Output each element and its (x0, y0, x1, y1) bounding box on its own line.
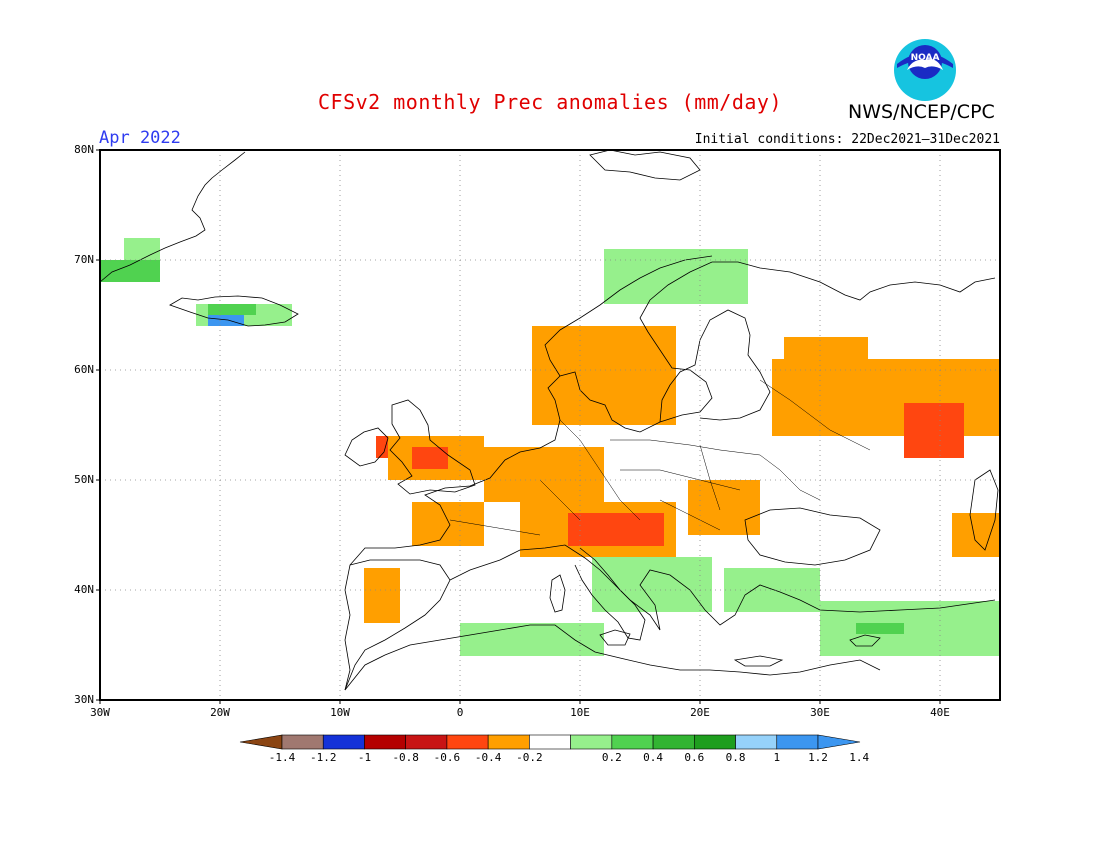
colorbar-box (281, 734, 324, 750)
colorbar-label: 1.4 (849, 751, 870, 764)
colorbar-label: 1 (773, 751, 781, 764)
anomaly-cells (100, 238, 1000, 656)
norway-coast (544, 255, 713, 377)
colorbar-box (652, 734, 695, 750)
colorbar-left-arrow (239, 734, 283, 750)
britain-coast (389, 399, 476, 495)
anomaly-cell-neg-0.4 (904, 403, 964, 458)
anomaly-cell-neg-0.2 (484, 447, 604, 502)
graticule (100, 150, 1000, 700)
sicily-coast (599, 629, 631, 646)
axis-ticks (96, 149, 941, 704)
colorbar-box (487, 734, 530, 750)
initial-conditions-label: Initial conditions: 22Dec2021–31Dec2021 (694, 132, 1000, 147)
crete-coast (733, 655, 784, 667)
org-label: NWS/NCEP/CPC (848, 101, 995, 123)
colorbar-label: -1.4 (268, 751, 296, 764)
colorbar-label: -0.8 (392, 751, 419, 764)
anomaly-cell-neg-0.2 (952, 513, 1000, 557)
med-north-coast (449, 544, 996, 631)
lat-label: 60N (74, 363, 94, 376)
lat-label: 50N (74, 473, 94, 486)
anomaly-cell-neg-0.4 (412, 447, 448, 469)
caspian-coast (969, 469, 999, 551)
colorbar-label: -1 (357, 751, 372, 764)
ireland-coast (344, 427, 389, 467)
lat-label: 40N (74, 583, 94, 596)
colorbar-box (776, 734, 819, 750)
colorbar-label: -1.2 (309, 751, 337, 764)
colorbar-box (735, 734, 778, 750)
anomaly-cell-pos-0.2 (592, 557, 712, 612)
colorbar-label: 0.8 (725, 751, 746, 764)
colorbar-label: 0.2 (601, 751, 622, 764)
colorbar-box (322, 734, 365, 750)
europe-mainland-coast (344, 261, 996, 691)
lon-label: 30E (810, 706, 830, 719)
colorbar-label: 0.4 (643, 751, 663, 764)
anomaly-cell-neg-0.2 (412, 502, 484, 546)
colorbar-box (364, 734, 406, 750)
map-frame (99, 149, 1001, 701)
lat-label: 30N (74, 693, 94, 706)
lon-label: 10E (570, 706, 590, 719)
colorbar-box (446, 734, 489, 750)
anomaly-cell-pos-0.4 (208, 304, 256, 315)
colorbar-label: -0.2 (516, 751, 543, 764)
black-sea-coast (744, 507, 881, 566)
colorbar-right-arrow (817, 734, 861, 750)
iberia-coast (344, 559, 451, 691)
anomaly-cell-pos-1.2 (208, 315, 244, 326)
noaa-logo-text: NOAA (911, 53, 940, 63)
lat-label: 70N (74, 253, 94, 266)
anomaly-cell-neg-0.2 (364, 568, 400, 623)
valid-month-label: Apr 2022 (99, 128, 181, 148)
lat-label: 80N (74, 143, 94, 156)
chart-title: CFSv2 monthly Prec anomalies (mm/day) (317, 90, 783, 114)
coastlines (99, 149, 999, 691)
anomaly-cell-pos-0.2 (604, 249, 748, 304)
colorbar-box (570, 734, 613, 750)
iceland-coast (169, 295, 299, 327)
colorbar-box (611, 734, 654, 750)
lon-label: 30W (90, 706, 110, 719)
anomaly-cell-neg-0.4 (568, 513, 664, 546)
italy-coast (574, 547, 646, 641)
lon-label: 10W (330, 706, 350, 719)
anomaly-cell-neg-0.2 (532, 326, 676, 425)
north-africa-coast (344, 624, 881, 691)
anomaly-cell-pos-0.4 (100, 260, 160, 282)
colorbar-label: -0.4 (474, 751, 502, 764)
colorbar-label: 1.2 (808, 751, 828, 764)
anomaly-cell-pos-0.2 (820, 601, 1000, 656)
cyprus-coast (849, 634, 881, 647)
colorbar-label: 0.6 (684, 751, 705, 764)
sardinia-coast (549, 574, 566, 613)
anomaly-cell-neg-0.2 (784, 337, 868, 359)
lon-label: 0 (456, 706, 464, 719)
noaa-logo-bird (907, 59, 943, 70)
colorbar-box (694, 734, 736, 750)
colorbar-label: -0.6 (433, 751, 461, 764)
lon-label: 20E (690, 706, 710, 719)
lon-label: 40E (930, 706, 950, 719)
colorbar-box (405, 734, 448, 750)
noaa-logo: NOAA (894, 39, 956, 101)
anomaly-cell-neg-0.4 (376, 436, 388, 458)
lon-label: 20W (210, 706, 230, 719)
colorbar-box (529, 734, 571, 750)
anomaly-cell-pos-0.4 (856, 623, 904, 634)
baltic-coast (659, 309, 771, 423)
